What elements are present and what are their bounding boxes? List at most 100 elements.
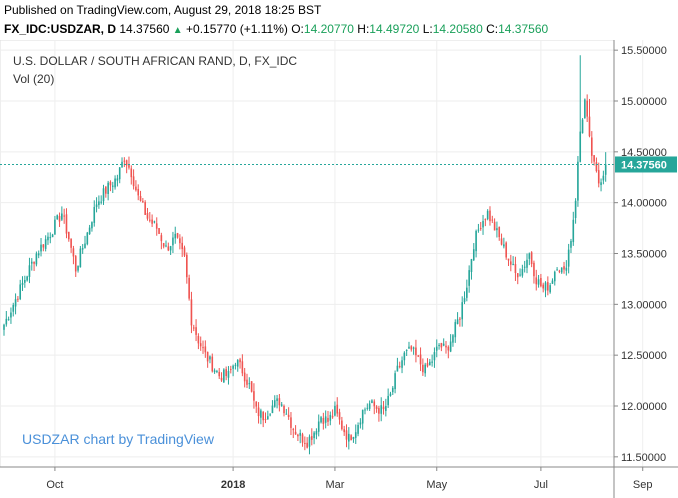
candle-body [102,188,105,202]
candle-body [368,403,371,409]
candle-body [396,365,399,372]
candle-body [153,221,156,223]
candle-body [574,200,577,218]
candle-body [533,262,535,277]
watermark: USDZAR chart by TradingView [22,431,215,447]
candle-body [440,342,443,348]
candle-body [572,219,575,243]
candle-body [602,175,605,181]
candle-body [317,421,320,432]
candle-body [130,168,133,178]
candle-body [371,400,373,403]
price-change: +0.15770 (+1.11%) [186,22,288,36]
candle-body [148,219,151,221]
candle-body [105,186,107,194]
candle-body [56,215,59,220]
candle-body [81,248,84,250]
candle-body [403,352,406,361]
candle-body [498,226,501,238]
last-price-tag-label: 14.37560 [621,159,667,171]
candle-body [294,431,297,435]
candle-body [364,409,366,411]
candle-body [597,170,600,184]
candle-body [91,222,93,229]
candle-body [128,164,130,168]
candle-body [186,254,188,278]
candle-body [373,401,376,407]
candle-body [320,417,322,423]
candle-body [84,243,86,248]
candle-body [19,284,22,300]
candle-body [95,204,98,207]
candle-body [67,231,70,240]
candle-body [308,436,311,447]
candle-body [341,420,343,430]
y-tick-label: 12.50000 [621,350,667,362]
grid [0,40,644,467]
candle-body [142,201,144,203]
candle-body [260,410,262,418]
candles [3,55,607,455]
candle-body [482,220,484,228]
candle-body [408,346,410,349]
candle-body [593,155,595,162]
candle-body [79,248,82,268]
candle-body [93,206,96,223]
candle-body [391,387,394,393]
candle-body [162,243,165,247]
candle-body [385,406,387,411]
candle-body [466,287,468,298]
candle-body [604,164,607,175]
candle-body [17,298,19,300]
candle-body [116,178,119,181]
candle-body [540,278,542,287]
candle-body [276,398,278,402]
candle-body [380,405,383,414]
candle-body [287,414,290,417]
candle-body [229,369,232,371]
candle-body [213,370,216,372]
candle-body [329,414,332,421]
candle-body [581,119,584,134]
candle-body [280,404,283,406]
candle-body [387,395,389,406]
candle-body [160,235,163,242]
candle-body [253,391,255,401]
candle-body [42,244,45,248]
candle-body [176,233,179,238]
symbol-header: FX_IDC:USDZAR, D 14.37560 ▲ +0.15770 (+1… [4,22,548,36]
open-label: O: [291,22,304,36]
candle-body [310,436,313,440]
candle-body [297,434,299,437]
candle-body [338,412,341,420]
up-arrow-icon: ▲ [172,25,183,36]
x-tick-label: Mar [325,479,344,491]
candle-body [560,267,563,273]
candle-body [44,239,47,249]
candle-body [248,383,251,385]
candle-body [463,298,466,303]
candle-body [304,442,306,444]
candle-body [227,370,230,378]
candle-body [3,324,5,330]
candle-body [63,215,65,217]
candle-body [12,305,15,312]
candle-body [123,160,126,162]
candle-body [528,253,531,259]
candle-body [567,249,570,267]
candle-body [514,264,517,273]
last-price: 14.37560 [119,22,170,36]
candle-body [306,442,308,448]
candle-body [206,351,209,362]
candle-body [394,373,396,390]
candle-body [98,201,100,206]
price-chart[interactable]: 11.50000 12.00000 12.50000 13.00000 13.50000… [0,40,678,498]
candle-body [14,299,17,307]
candle-body [537,279,540,285]
candle-body [209,356,211,360]
candle-body [267,416,269,420]
candle-body [461,302,464,320]
candle-body [77,265,79,271]
candle-body [350,435,352,441]
candle-body [500,238,503,245]
